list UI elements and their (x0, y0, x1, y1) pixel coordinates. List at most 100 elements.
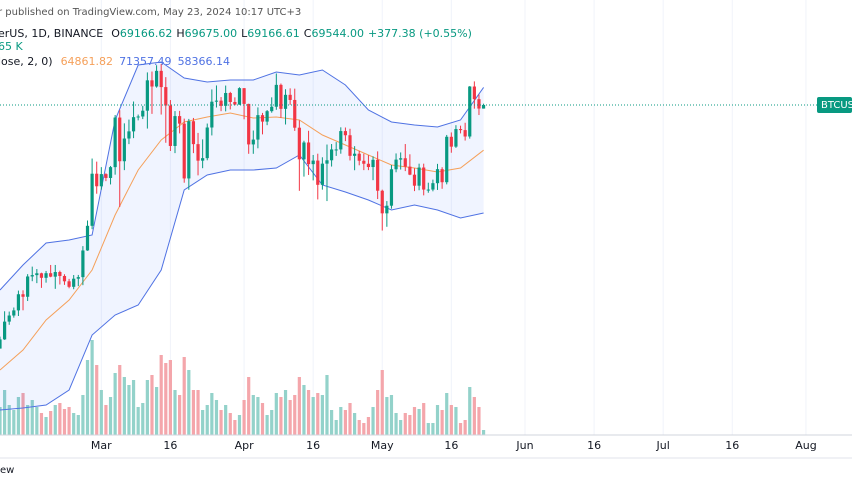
candle-body (376, 159, 380, 191)
candle-body (62, 275, 67, 282)
volume-bar (168, 360, 172, 435)
volume-bar (306, 390, 311, 435)
volume-bar (44, 417, 48, 435)
x-tick-label: 16 (306, 439, 320, 452)
bb-value: 64861.82 (61, 55, 114, 68)
volume-bar (334, 420, 338, 435)
volume-bar (458, 423, 463, 435)
volume-bar (399, 420, 403, 435)
volume-bar (242, 400, 246, 435)
x-tick-label: 16 (587, 439, 601, 452)
candle-body (205, 127, 209, 159)
bb-name: lose, 2, 0) (0, 55, 53, 68)
volume-bar (210, 393, 214, 435)
candle-body (122, 138, 126, 162)
volume-bar (283, 390, 288, 435)
price-tag-bg (817, 96, 852, 113)
volume-bar (279, 397, 283, 435)
volume-bar (408, 415, 412, 435)
candle-body (85, 225, 90, 251)
candle-body (178, 116, 182, 124)
volume-bar (435, 405, 440, 435)
volume-bar (477, 407, 481, 435)
volume-bar (85, 360, 90, 435)
volume-bar (329, 410, 334, 435)
volume-bar (412, 407, 417, 435)
volume-bar (403, 413, 407, 435)
candle-body (270, 106, 274, 112)
candle-body (380, 190, 384, 214)
candle-body (182, 123, 186, 179)
volume-bar (325, 375, 329, 435)
candle-body (3, 321, 7, 340)
candle-body (357, 153, 361, 161)
candle-body (302, 142, 306, 160)
volume-bar (366, 417, 371, 435)
candle-body (39, 273, 44, 278)
candle-body (131, 117, 136, 132)
candle-body (210, 101, 214, 128)
ohlc-value: 69544.00 (311, 27, 364, 40)
candle-body (136, 116, 140, 118)
candle-body (435, 169, 440, 184)
volume-bar (113, 373, 117, 435)
x-tick-label: 16 (163, 439, 177, 452)
volume-bar (472, 397, 476, 435)
candle-body (385, 205, 389, 214)
volume-bar (0, 407, 2, 435)
candle-body (283, 94, 288, 109)
volume-bar (348, 403, 352, 435)
candle-body (12, 310, 16, 316)
volume-bar (131, 380, 136, 435)
candle-body (30, 275, 34, 277)
candle-body (311, 160, 315, 165)
volume-bar (187, 370, 191, 435)
candle-body (468, 86, 472, 137)
bb-value: 58366.14 (178, 55, 231, 68)
x-tick-label: Jun (515, 439, 533, 452)
ohlc-value: 69675.00 (185, 27, 238, 40)
volume-bar (417, 409, 421, 435)
volume-legend: 65 K (0, 40, 23, 53)
candle-body (274, 84, 278, 107)
candle-body (53, 272, 57, 277)
candle-body (412, 174, 417, 186)
bb-legend: lose, 2, 0) 64861.82 71357.49 58366.14 (0, 55, 230, 68)
volume-bar (72, 413, 76, 435)
volume-bar (141, 403, 145, 435)
volume-bar (274, 393, 278, 435)
volume-bar (122, 377, 126, 435)
candle-body (279, 84, 283, 109)
volume-bar (90, 340, 94, 435)
change: +377.38 (+0.55%) (368, 27, 472, 40)
candle-body (426, 189, 430, 191)
candle-body (76, 277, 80, 279)
candle-body (0, 339, 2, 349)
candle-body (150, 80, 154, 87)
volume-bar (150, 375, 154, 435)
candle-body (463, 130, 467, 137)
ohlc-prefix: H (176, 27, 184, 40)
volume-bar (3, 390, 7, 435)
volume-bar (270, 410, 274, 435)
candle-body (481, 104, 486, 109)
volume-bar (81, 395, 85, 435)
volume-bar (35, 407, 39, 435)
volume-bar (256, 397, 260, 435)
candle-body (118, 117, 122, 162)
candle-body (394, 159, 398, 170)
volume-bar (481, 430, 486, 435)
volume-bar (454, 407, 458, 435)
volume-bar (339, 407, 343, 435)
volume-bar (21, 393, 25, 435)
candle-body (95, 173, 99, 187)
volume-bar (154, 387, 159, 435)
candle-body (127, 131, 131, 139)
candle-body (7, 315, 11, 322)
bollinger-bands (0, 61, 485, 411)
candle-body (320, 163, 324, 185)
volume-bar (104, 405, 108, 435)
band-basis (0, 112, 484, 371)
candle-body (362, 160, 366, 164)
volume-bar (362, 423, 366, 435)
